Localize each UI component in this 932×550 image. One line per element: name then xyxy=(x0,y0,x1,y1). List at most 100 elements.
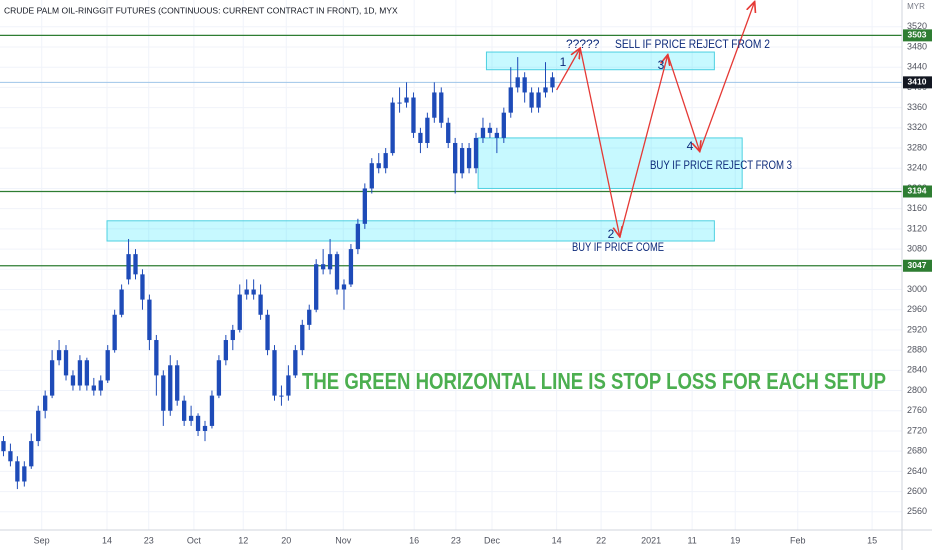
annotation: BUY IF PRICE REJECT FROM 3 xyxy=(650,158,792,172)
candle-body xyxy=(376,163,381,169)
annotation: 3 xyxy=(658,58,665,72)
x-tick-label: 19 xyxy=(730,535,740,545)
y-tick-label: 2680 xyxy=(907,446,927,456)
candle-body xyxy=(425,117,430,143)
arrow xyxy=(579,47,620,237)
candle-body xyxy=(63,350,69,376)
level-label: 3194 xyxy=(908,186,927,196)
candle-body xyxy=(508,87,513,113)
candle-body xyxy=(188,415,194,421)
grid xyxy=(0,0,902,530)
candle-body xyxy=(147,299,152,341)
candle-body xyxy=(369,163,374,189)
y-tick-label: 3000 xyxy=(907,284,927,294)
x-tick-label: 12 xyxy=(238,535,248,545)
arrows xyxy=(556,2,755,237)
candle-body xyxy=(327,254,333,270)
candle-body xyxy=(307,309,312,325)
y-tick-label: 2560 xyxy=(907,506,927,516)
y-tick-label: 2920 xyxy=(907,324,927,334)
candle-body xyxy=(154,340,159,376)
candle-body xyxy=(487,127,493,133)
candle-body xyxy=(244,289,249,295)
candle-body xyxy=(202,425,208,431)
y-tick-label: 2840 xyxy=(907,365,927,375)
annotations: ????? 1 SELL IF PRICE REJECT FROM 2 3 4 BUY I… xyxy=(302,37,886,394)
y-tick-label: 2760 xyxy=(907,405,927,415)
candle-body xyxy=(473,137,479,169)
candle-body xyxy=(230,329,235,341)
level-label: 3047 xyxy=(908,260,927,270)
candle-body xyxy=(56,350,62,361)
candle-body xyxy=(49,360,55,396)
candle-body xyxy=(43,395,48,411)
candle-body xyxy=(334,254,340,290)
candle-body xyxy=(432,92,437,118)
candle-body xyxy=(314,264,319,310)
candle-body xyxy=(36,410,41,442)
candle-body xyxy=(411,97,416,133)
candle-body xyxy=(390,102,395,154)
candle-body xyxy=(15,461,20,482)
y-tick-label: 3320 xyxy=(907,122,927,132)
candle-body xyxy=(91,385,96,391)
x-tick-label: 14 xyxy=(102,535,112,545)
candle-body xyxy=(209,395,215,426)
candle-body xyxy=(70,375,76,386)
candle-body xyxy=(522,77,527,93)
y-tick-label: 2960 xyxy=(907,304,927,314)
annotation: 1 xyxy=(560,55,567,69)
level-label-bg xyxy=(903,185,932,198)
candle-body xyxy=(418,132,423,143)
x-tick-label: 2021 xyxy=(641,535,661,545)
candle-body xyxy=(466,148,472,169)
candle-body xyxy=(8,451,13,462)
y-tick-label: 3160 xyxy=(907,203,927,213)
y-tick-label: 3360 xyxy=(907,102,927,112)
candle-body xyxy=(453,142,458,174)
candle-body xyxy=(293,350,298,376)
x-tick-label: 23 xyxy=(451,535,461,545)
candle-body xyxy=(175,365,180,401)
y-tick-label: 2880 xyxy=(907,345,927,355)
level-label-bg xyxy=(903,29,932,42)
candle-body xyxy=(543,87,548,93)
candle-body xyxy=(383,153,388,169)
candles xyxy=(1,57,555,490)
candle-body xyxy=(459,148,465,174)
y-tick-label: 3240 xyxy=(907,163,927,173)
level-label: 3503 xyxy=(908,30,927,40)
candle-body xyxy=(133,254,138,275)
annotation: ????? xyxy=(566,37,600,51)
level-label-bg xyxy=(903,259,932,272)
candle-body xyxy=(348,249,354,285)
levels xyxy=(0,34,902,267)
x-tick-label: 11 xyxy=(687,535,696,545)
x-tick-label: 23 xyxy=(144,535,154,545)
level-label-bg xyxy=(903,76,932,89)
candle-body xyxy=(216,360,222,396)
zone xyxy=(106,220,715,242)
x-tick-label: 22 xyxy=(596,535,606,545)
candle-body xyxy=(446,122,451,143)
annotation: SELL IF PRICE REJECT FROM 2 xyxy=(615,37,770,51)
x-tick-label: Feb xyxy=(790,535,806,545)
candle-body xyxy=(161,375,166,411)
arrow xyxy=(556,48,581,91)
y-tick-label: 3120 xyxy=(907,223,927,233)
candle-body xyxy=(181,400,187,421)
candle-body xyxy=(84,360,90,386)
candle-body xyxy=(258,294,263,315)
candle-body xyxy=(355,223,361,250)
candle-body xyxy=(98,380,103,391)
candle-body xyxy=(22,466,27,482)
candle-body xyxy=(237,294,242,330)
candle-body xyxy=(265,314,270,351)
candle-body xyxy=(29,441,34,467)
annotation: 4 xyxy=(687,139,694,153)
candle-body xyxy=(439,92,444,123)
x-tick-label: Dec xyxy=(484,535,501,545)
x-tick-label: Oct xyxy=(187,535,202,545)
annotation: 2 xyxy=(608,227,615,241)
candle-body xyxy=(77,360,83,386)
